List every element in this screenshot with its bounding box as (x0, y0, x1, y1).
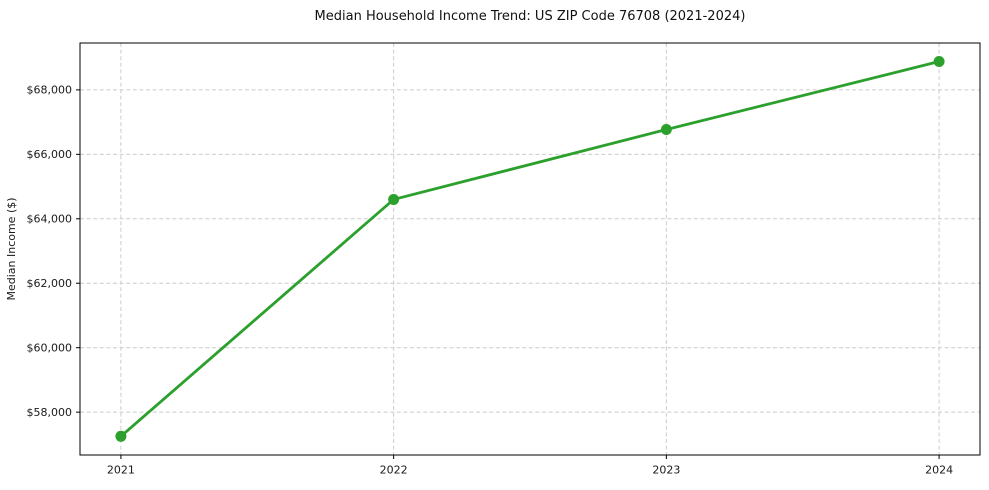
x-tick-label: 2022 (380, 464, 408, 477)
data-point (115, 430, 127, 442)
x-tick-label: 2023 (652, 464, 680, 477)
trend-line (119, 60, 941, 438)
y-tick-label: $66,000 (27, 148, 73, 161)
x-tick-label: 2021 (107, 464, 135, 477)
y-tick-label: $62,000 (27, 277, 73, 290)
y-tick-label: $64,000 (27, 213, 73, 226)
x-tick-label: 2024 (925, 464, 953, 477)
y-tick-label: $58,000 (27, 406, 73, 419)
plot-border (79, 42, 981, 456)
data-point (388, 193, 400, 205)
y-tick-label: $68,000 (27, 84, 73, 97)
data-point (933, 56, 945, 68)
y-tick-label: $60,000 (27, 341, 73, 354)
data-point (660, 124, 672, 136)
y-axis-label: Median Income ($) (5, 197, 18, 300)
chart-title: Median Household Income Trend: US ZIP Co… (314, 9, 746, 24)
